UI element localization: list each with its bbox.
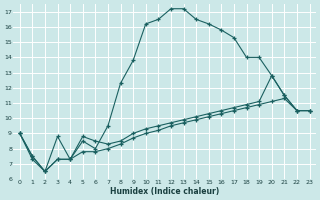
X-axis label: Humidex (Indice chaleur): Humidex (Indice chaleur) (110, 187, 219, 196)
